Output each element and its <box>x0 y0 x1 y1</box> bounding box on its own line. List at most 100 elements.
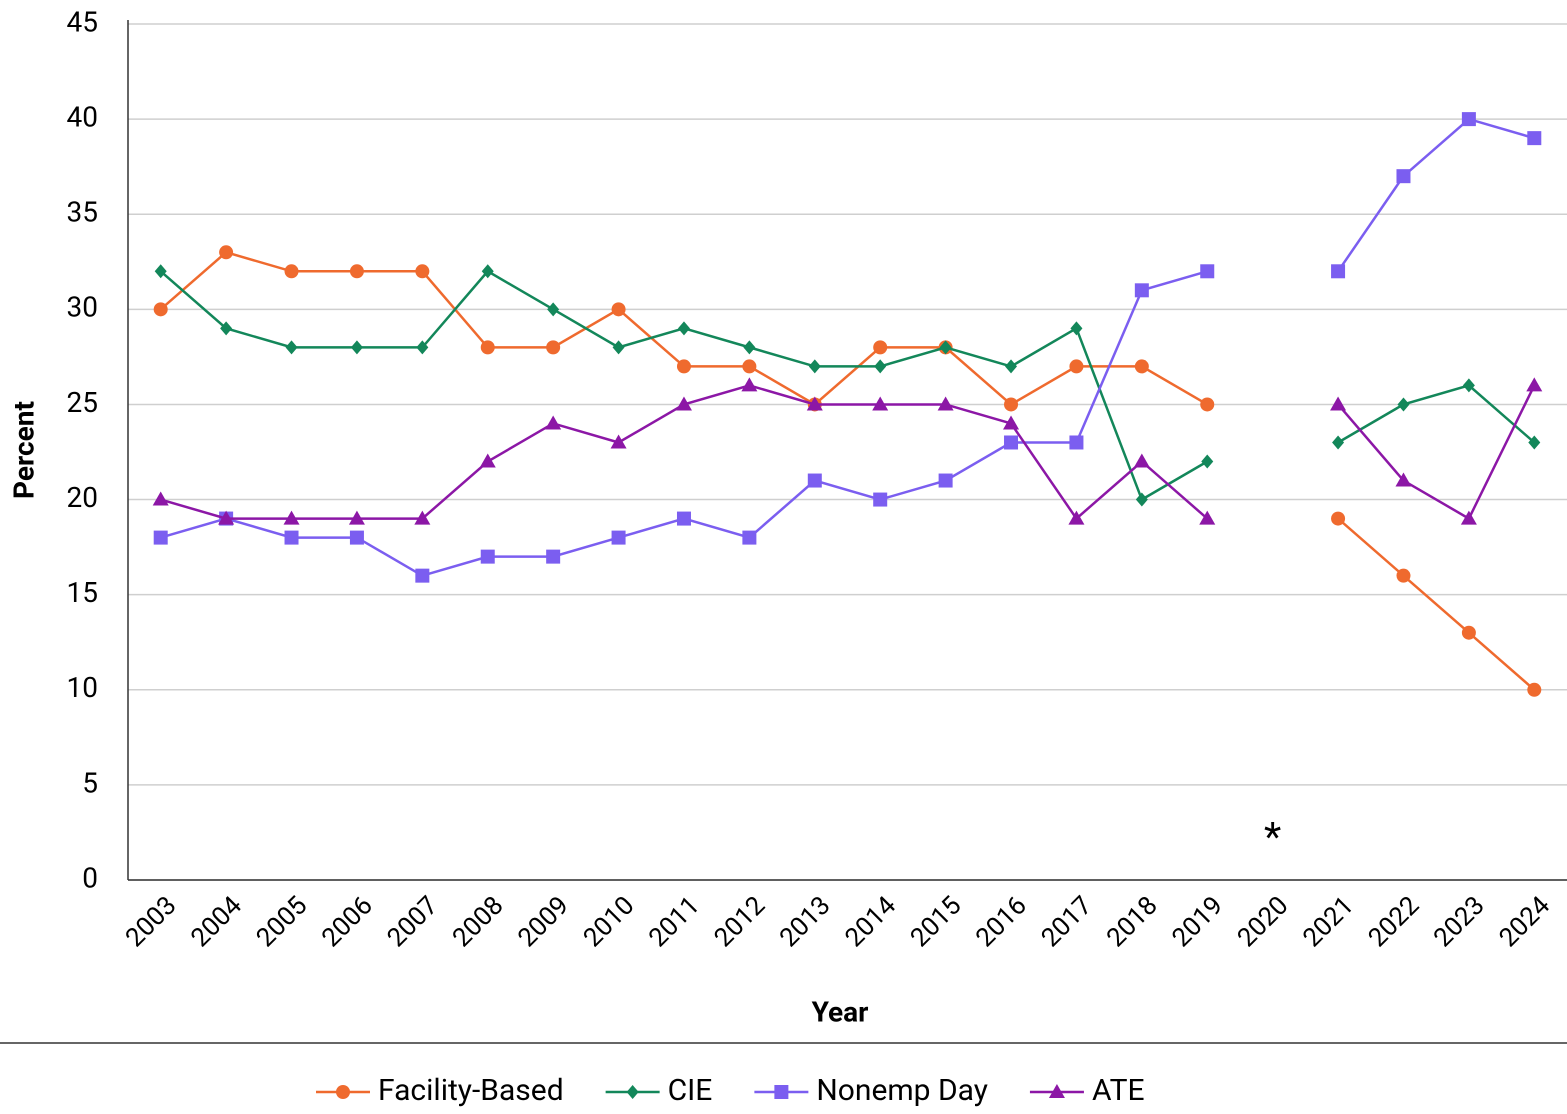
marker <box>1527 682 1542 697</box>
y-tick-label: 5 <box>82 766 98 799</box>
marker <box>1331 511 1346 526</box>
marker <box>1330 396 1347 411</box>
y-tick-label: 45 <box>67 5 98 38</box>
legend-label: Facility-Based <box>378 1073 564 1108</box>
marker <box>774 1085 789 1099</box>
marker <box>1134 283 1149 298</box>
marker <box>153 302 168 317</box>
legend-item: CIE <box>605 1073 713 1108</box>
marker <box>611 530 626 545</box>
marker <box>1200 264 1215 279</box>
series-line <box>1337 384 1536 444</box>
legend-item: ATE <box>1029 1073 1145 1108</box>
marker <box>742 359 757 374</box>
marker <box>546 549 561 564</box>
marker <box>218 510 235 525</box>
y-tick-label: 10 <box>67 671 98 704</box>
marker <box>677 321 690 336</box>
marker <box>873 340 888 355</box>
marker <box>1070 321 1083 336</box>
marker <box>1528 435 1541 450</box>
marker <box>349 530 364 545</box>
marker <box>349 264 364 279</box>
marker <box>1004 397 1019 412</box>
y-tick-label: 25 <box>67 386 98 419</box>
marker <box>1397 397 1410 412</box>
marker <box>1200 397 1215 412</box>
series-line <box>1337 384 1536 521</box>
marker <box>1134 359 1149 374</box>
marker <box>1199 510 1216 525</box>
marker <box>415 568 430 583</box>
marker <box>937 396 954 411</box>
marker <box>1005 359 1018 374</box>
marker <box>1201 454 1214 469</box>
marker <box>676 359 691 374</box>
marker <box>414 510 431 525</box>
marker <box>415 264 430 279</box>
marker <box>416 340 429 355</box>
marker <box>808 359 821 374</box>
marker <box>153 530 168 545</box>
marker <box>1527 131 1542 146</box>
y-tick-label: 0 <box>82 861 98 894</box>
marker <box>546 340 561 355</box>
marker <box>283 510 300 525</box>
marker <box>547 302 560 317</box>
marker <box>626 1085 639 1099</box>
marker <box>874 359 887 374</box>
marker <box>938 473 953 488</box>
marker <box>1068 510 1085 525</box>
marker <box>219 245 234 260</box>
marker <box>1396 169 1411 184</box>
x-axis-title: Year <box>812 995 869 1028</box>
legend-label: ATE <box>1092 1073 1145 1108</box>
y-tick-label: 20 <box>67 481 98 514</box>
series-line <box>1337 117 1535 272</box>
marker <box>743 340 756 355</box>
y-tick-label: 15 <box>67 576 98 609</box>
marker <box>1135 492 1148 507</box>
marker <box>479 453 496 468</box>
marker <box>480 549 495 564</box>
marker <box>1396 568 1411 583</box>
marker <box>872 396 889 411</box>
marker <box>1048 1084 1065 1098</box>
marker <box>284 264 299 279</box>
marker <box>284 530 299 545</box>
y-tick-label: 35 <box>67 196 98 229</box>
marker <box>285 340 298 355</box>
marker <box>675 396 692 411</box>
marker <box>154 264 167 279</box>
marker <box>807 473 822 488</box>
marker <box>939 340 952 355</box>
marker <box>1004 435 1019 450</box>
marker <box>1133 453 1150 468</box>
legend-item: Nonemp Day <box>754 1073 988 1108</box>
marker <box>1069 435 1084 450</box>
marker <box>1461 112 1476 127</box>
marker <box>1331 264 1346 279</box>
marker <box>1332 435 1345 450</box>
marker <box>350 340 363 355</box>
marker <box>481 264 494 279</box>
annotation: * <box>1264 814 1281 861</box>
legend-item: Facility-Based <box>316 1073 564 1108</box>
marker <box>152 491 169 506</box>
marker <box>873 492 888 507</box>
legend-label: Nonemp Day <box>816 1073 988 1108</box>
marker <box>676 511 691 526</box>
marker <box>480 340 495 355</box>
marker <box>1460 510 1477 525</box>
y-axis-title: Percent <box>7 401 40 499</box>
marker <box>741 377 758 392</box>
marker <box>1461 625 1476 640</box>
marker <box>1462 378 1475 393</box>
marker <box>1069 359 1084 374</box>
marker <box>611 302 626 317</box>
series-line <box>1337 517 1536 691</box>
marker <box>220 321 233 336</box>
marker <box>348 510 365 525</box>
legend-label: CIE <box>668 1073 713 1108</box>
